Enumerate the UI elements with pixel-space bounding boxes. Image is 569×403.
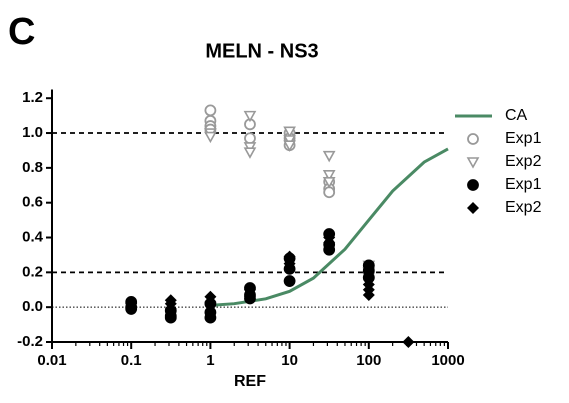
chart-title: MELN - NS3 [205, 40, 318, 62]
y-tick-label: 0.0 [22, 298, 43, 315]
y-tick-label: 0.2 [22, 263, 43, 280]
y-tick-label: 0.6 [22, 194, 43, 211]
data-point [204, 311, 217, 324]
data-point [243, 147, 257, 159]
data-point [322, 150, 336, 163]
data-point [322, 170, 336, 182]
y-tick-label: -0.2 [17, 333, 43, 350]
data-point [204, 295, 217, 308]
data-point [323, 186, 336, 199]
x-tick-label: 0.1 [121, 352, 142, 369]
legend-label: Exp1 [505, 176, 542, 193]
y-tick-label: 1.0 [22, 124, 43, 141]
legend-swatch [466, 157, 480, 169]
data-point [323, 236, 336, 249]
legend-swatch [467, 179, 479, 191]
data-point [402, 336, 415, 348]
legend-label: Exp2 [505, 153, 542, 170]
data-point [322, 176, 336, 189]
x-tick-label: 0.01 [37, 352, 66, 369]
x-axis-label: REF [234, 373, 266, 390]
data-point [243, 283, 256, 296]
legend-swatch [467, 202, 479, 214]
data-point [362, 288, 375, 301]
x-tick-label: 10 [281, 352, 298, 369]
legend-label: CA [505, 107, 528, 124]
data-point [283, 275, 296, 287]
data-point [283, 250, 296, 263]
x-tick-label: 1 [206, 352, 214, 369]
data-point [125, 301, 138, 314]
data-point [243, 290, 256, 303]
x-tick-label: 1000 [431, 352, 464, 369]
y-tick-label: 0.4 [22, 228, 44, 245]
data-point [283, 257, 296, 270]
data-point [243, 110, 257, 123]
panel-label: C [8, 11, 35, 53]
legend-swatch [467, 133, 479, 145]
data-point [283, 140, 296, 152]
data-point [204, 131, 217, 144]
x-tick-label: 100 [356, 352, 381, 369]
data-point [204, 104, 217, 117]
legend-label: Exp1 [505, 130, 542, 147]
data-point [244, 132, 256, 145]
data-point [283, 126, 296, 138]
y-tick-label: 0.8 [22, 159, 43, 176]
legend-label: Exp2 [505, 199, 542, 216]
y-tick-label: 1.2 [22, 89, 43, 106]
data-point [164, 302, 177, 315]
